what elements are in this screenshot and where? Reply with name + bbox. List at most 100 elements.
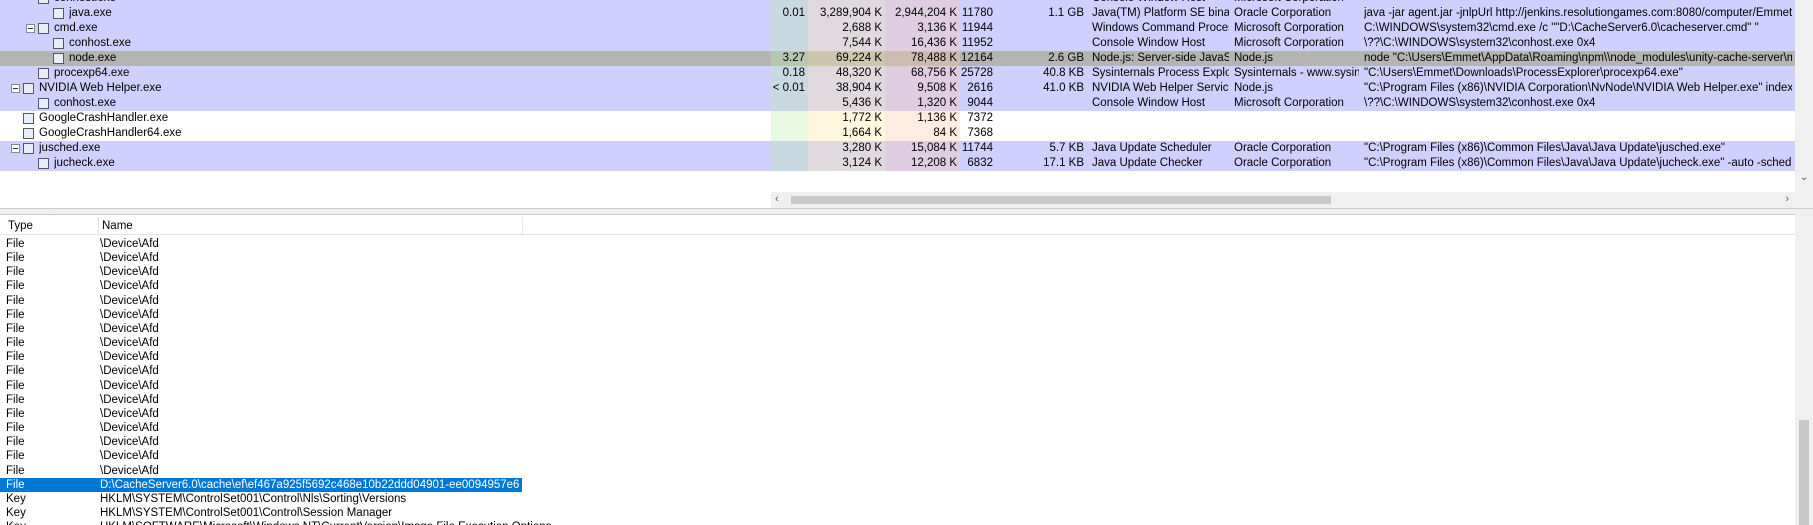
command-line: \??\C:\WINDOWS\system32\conhost.exe 0x4 [1364, 97, 1596, 109]
column-tint [885, 96, 960, 111]
pid: 25728 [961, 67, 993, 79]
handle-row[interactable]: File \Device\Afd [0, 322, 1795, 336]
column-tint [808, 111, 885, 126]
handle-type: File [6, 238, 25, 250]
process-row[interactable]: conhost.exe 7,544 K 16,436 K 11952 Console W… [0, 36, 1795, 51]
process-row[interactable]: node.exe 3.27 69,224 K 78,488 K 12164 2.6 GB N… [0, 51, 1795, 66]
handle-row[interactable]: File \Device\Afd [0, 251, 1795, 265]
io: 41.0 KB [1043, 82, 1084, 94]
process-row[interactable]: java.exe 0.01 3,289,904 K 2,944,204 K 11780 1… [0, 6, 1795, 21]
handle-type: File [6, 294, 25, 307]
working-set: 15,084 K [910, 142, 957, 154]
column-tint [771, 21, 808, 36]
column-tint [885, 156, 960, 171]
handle-row[interactable]: File \Device\Afd [0, 308, 1795, 322]
scroll-thumb[interactable] [791, 196, 1331, 204]
column-tint [808, 66, 885, 81]
handle-type: File [6, 266, 25, 279]
h-scrollbar[interactable]: ‹ › [771, 192, 1795, 208]
handle-row[interactable]: File \Device\Afd [0, 237, 1795, 251]
handle-type: File [6, 322, 25, 335]
process-row[interactable]: NVIDIA Web Helper.exe < 0.01 38,904 K 9,508… [0, 81, 1795, 96]
column-tint [771, 36, 808, 51]
column-tint [885, 111, 960, 126]
pid: 7368 [967, 127, 993, 139]
command-line: "C:\Users\Emmet\Downloads\ProcessExplore… [1364, 67, 1683, 79]
v-scrollbar-lower[interactable] [1795, 214, 1813, 525]
io: 1.1 GB [1048, 7, 1084, 19]
column-tint [808, 156, 885, 171]
handle-row[interactable]: File \Device\Afd [0, 407, 1795, 421]
description: Java Update Scheduler [1092, 142, 1212, 154]
handle-type: File [6, 464, 25, 477]
process-row[interactable]: conhost.exe 5,436 K 1,320 K 9044 Console Win… [0, 96, 1795, 111]
process-name: jucheck.exe [54, 157, 115, 169]
handle-type: File [6, 450, 25, 463]
handle-row[interactable]: File \Device\Afd [0, 350, 1795, 364]
process-row[interactable]: GoogleCrashHandler.exe 1,772 K 1,136 K 7372 [0, 111, 1795, 126]
handle-row[interactable]: File \Device\Afd [0, 336, 1795, 350]
process-icon [23, 143, 34, 154]
tree-toggle[interactable] [26, 24, 35, 33]
column-tint [885, 66, 960, 81]
tree-toggle[interactable] [11, 84, 20, 93]
v-scrollbar[interactable]: ⌄ [1795, 0, 1813, 208]
handle-row[interactable]: File \Device\Afd [0, 379, 1795, 393]
column-tint [885, 51, 960, 66]
command-line: "C:\Program Files (x86)\Common Files\Jav… [1364, 157, 1792, 169]
handle-row[interactable]: Key HKLM\SOFTWARE\Microsoft\Windows NT\Cu… [0, 520, 1795, 525]
private-bytes: 3,289,904 K [819, 7, 882, 19]
handle-name: \Device\Afd [100, 393, 159, 406]
handle-row[interactable]: File \Device\Afd [0, 265, 1795, 279]
process-icon [38, 0, 49, 4]
process-row[interactable]: jusched.exe 3,280 K 15,084 K 11744 5.7 KB Jav… [0, 141, 1795, 156]
process-row[interactable]: cmd.exe 2,688 K 3,136 K 11944 Windows Comman… [0, 21, 1795, 36]
scroll-right[interactable]: › [1785, 193, 1789, 205]
handle-row[interactable]: File \Device\Afd [0, 421, 1795, 435]
process-row[interactable]: procexp64.exe 0.18 48,320 K 68,756 K 25728 40… [0, 66, 1795, 81]
handle-row[interactable]: File \Device\Afd [0, 464, 1795, 478]
process-row[interactable]: conhost.exe Console Window Host Microsoft … [0, 0, 1795, 6]
company: Microsoft Corporation [1234, 0, 1359, 6]
column-header[interactable]: Name [102, 220, 133, 232]
command-line: "C:\Program Files (x86)\NVIDIA Corporati… [1364, 82, 1792, 94]
description: Console Window Host [1092, 97, 1206, 109]
handle-row[interactable]: Key HKLM\SYSTEM\ControlSet001\Control\Ses… [0, 506, 1795, 520]
handle-row[interactable]: File \Device\Afd [0, 393, 1795, 407]
handle-row[interactable]: File \Device\Afd [0, 449, 1795, 463]
private-bytes: 3,124 K [842, 157, 882, 169]
command-line: "C:\Program Files (x86)\Common Files\Jav… [1364, 142, 1725, 154]
handle-row[interactable]: File D:\CacheServer6.0\cache\ef\ef467a925… [0, 477, 1795, 492]
column-header[interactable]: Type [8, 220, 33, 232]
company: Microsoft Corporation [1234, 37, 1344, 49]
handle-type: File [6, 436, 25, 449]
handle-name: \Device\Afd [100, 337, 159, 350]
company: Oracle Corporation [1234, 157, 1332, 169]
process-icon [38, 68, 49, 79]
scroll-left[interactable]: ‹ [775, 193, 779, 205]
process-icon [53, 53, 64, 64]
private-bytes: 1,772 K [842, 112, 882, 124]
process-name: conhost.exe [69, 37, 132, 49]
process-icon [23, 113, 34, 124]
selection [0, 477, 522, 492]
column-tint [771, 156, 808, 171]
handle-row[interactable]: File \Device\Afd [0, 294, 1795, 308]
handle-row[interactable]: File \Device\Afd [0, 364, 1795, 378]
handle-row[interactable]: File \Device\Afd [0, 435, 1795, 449]
column-tint [808, 21, 885, 36]
handle-name: \Device\Afd [100, 407, 159, 420]
handle-type: File [6, 379, 25, 392]
splitter[interactable] [0, 208, 1813, 215]
process-row[interactable]: jucheck.exe 3,124 K 12,208 K 6832 17.1 KB Jav… [0, 156, 1795, 171]
company: Oracle Corporation [1234, 142, 1332, 154]
scroll-thumb-lower[interactable] [1799, 420, 1809, 525]
process-row[interactable]: GoogleCrashHandler64.exe 1,664 K 84 K 7368 [0, 126, 1795, 141]
handle-row[interactable]: File \Device\Afd [0, 279, 1795, 293]
handle-row[interactable]: Key HKLM\SYSTEM\ControlSet001\Control\Nls… [0, 492, 1795, 506]
tree-toggle[interactable] [11, 144, 20, 153]
column-tint [808, 6, 885, 21]
scroll-down[interactable]: ⌄ [1800, 172, 1809, 183]
io: 40.8 KB [1043, 67, 1084, 79]
